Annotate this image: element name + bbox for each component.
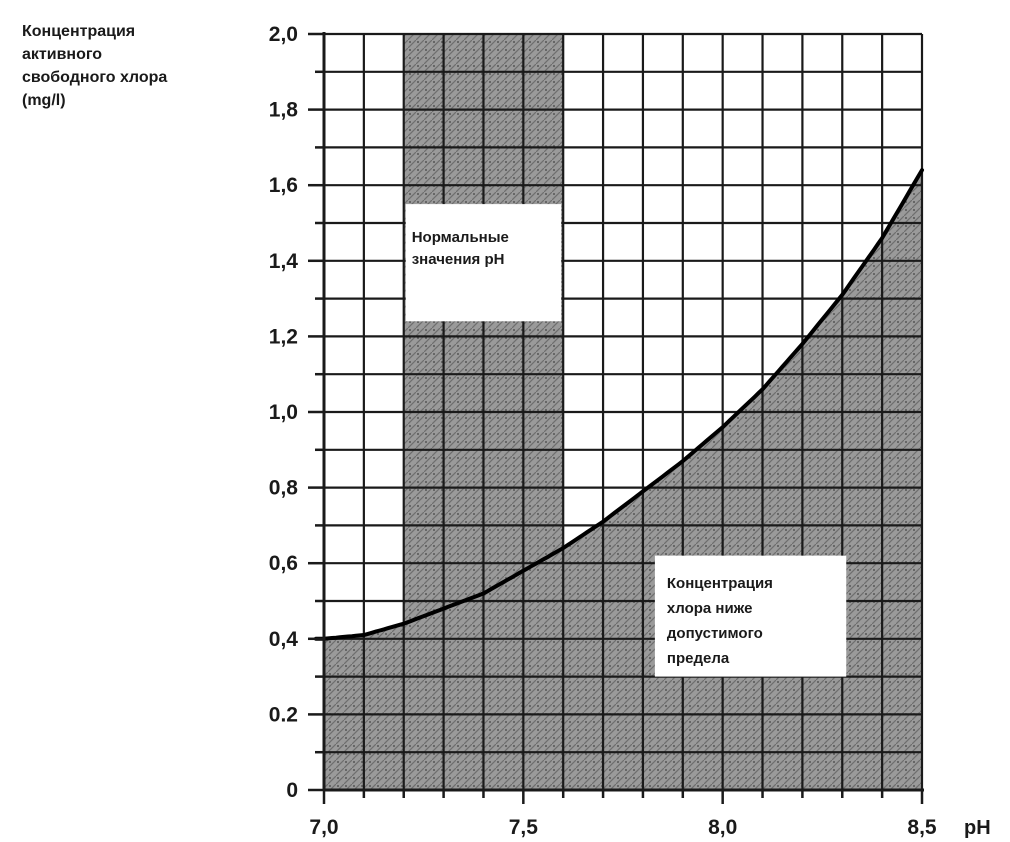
- y-tick-label: 0: [286, 779, 298, 802]
- below-limit-label-line: Концентрация: [667, 575, 773, 592]
- chlorine-limit-curve: [314, 168, 924, 641]
- y-tick-label: 1,2: [269, 325, 298, 348]
- y-axis-label-line: активного: [22, 46, 103, 63]
- y-tick-label: 2,0: [269, 23, 298, 46]
- y-tick-label: 0.2: [269, 703, 298, 726]
- y-axis-label-line: свободного хлора: [22, 69, 168, 86]
- y-tick-label: 0,4: [269, 628, 299, 651]
- y-axis-label-line: (mg/l): [22, 92, 66, 109]
- y-tick-label: 1,4: [269, 250, 299, 273]
- normal-ph-label-box: [405, 204, 562, 322]
- y-tick-label: 0,6: [269, 552, 298, 575]
- below-limit-label-line: хлора ниже: [667, 600, 753, 617]
- normal-ph-label-line: Нормальные: [412, 229, 509, 246]
- x-tick-label: 8,0: [708, 816, 737, 839]
- y-axis-label-line: Концентрация: [22, 23, 136, 40]
- below-limit-label-line: предела: [667, 650, 730, 667]
- y-tick-label: 1,8: [269, 99, 299, 122]
- y-axis-label: Концентрация активного свободного хлора …: [22, 20, 232, 112]
- x-tick-label: 7,5: [509, 816, 539, 839]
- y-tick-label: 1,6: [269, 174, 298, 197]
- x-axis-label: pH: [964, 817, 991, 839]
- y-tick-label: 0,8: [269, 477, 299, 500]
- x-tick-label: 8,5: [907, 816, 937, 839]
- below-limit-label-box: [654, 555, 847, 677]
- x-tick-label: 7,0: [309, 816, 338, 839]
- normal-ph-label-line: значения pH: [412, 251, 505, 268]
- y-tick-label: 1,0: [269, 401, 298, 424]
- below-limit-label-line: допустимого: [667, 625, 763, 642]
